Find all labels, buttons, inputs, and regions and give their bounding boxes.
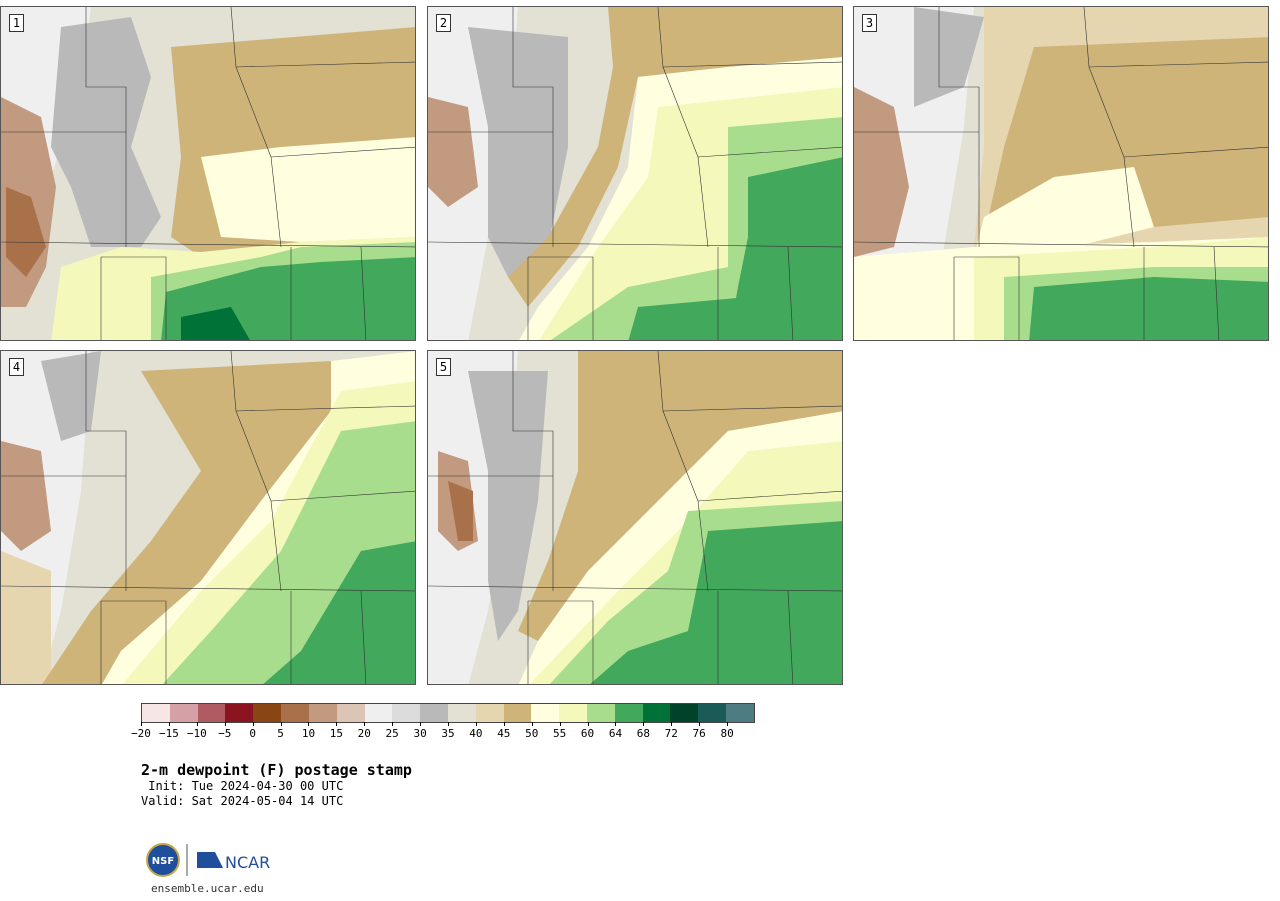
colorbar-swatch: [698, 703, 727, 723]
colorbar-tick-label: 76: [679, 722, 719, 740]
panel-number: 3: [862, 14, 877, 32]
panel-number: 1: [9, 14, 24, 32]
colorbar-tick-label: 15: [316, 722, 356, 740]
colorbar-tick-label: −10: [177, 722, 217, 740]
colorbar-tick-label: 5: [261, 722, 301, 740]
colorbar-tick-label: 50: [512, 722, 552, 740]
nsf-ncar-logo: NSF NCAR: [145, 842, 275, 882]
colorbar-swatch: [670, 703, 699, 723]
map-panel-4: 4: [0, 350, 416, 685]
colorbar-tick-label: 10: [288, 722, 328, 740]
colorbar-tick-label: 25: [372, 722, 412, 740]
colorbar-swatch: [281, 703, 309, 723]
colorbar-swatch: [503, 703, 532, 723]
colorbar-swatch: [225, 703, 254, 723]
init-time: Init: Tue 2024-04-30 00 UTC: [141, 779, 344, 793]
colorbar-swatch: [197, 703, 226, 723]
map-panel-3: 3: [853, 6, 1269, 341]
colorbar-swatch: [420, 703, 448, 723]
colorbar-swatch: [336, 703, 365, 723]
colorbar-tick-label: 72: [651, 722, 691, 740]
colorbar-tick-label: −20: [121, 722, 161, 740]
colorbar-swatch: [141, 703, 170, 723]
dewpoint-map-4: [1, 351, 415, 684]
dewpoint-map-5: [428, 351, 842, 684]
colorbar-swatch: [308, 703, 337, 723]
colorbar-tick-label: 55: [540, 722, 580, 740]
colorbar-swatch: [642, 703, 671, 723]
nsf-logo-icon: [146, 843, 180, 877]
map-panel-5: 5: [427, 350, 843, 685]
panel-number: 4: [9, 358, 24, 376]
colorbar-swatch: [531, 703, 560, 723]
dewpoint-map-1: [1, 7, 415, 340]
colorbar-tick-label: 20: [344, 722, 384, 740]
colorbar-swatch: [447, 703, 476, 723]
dewpoint-map-2: [428, 7, 842, 340]
colorbar-swatch: [559, 703, 587, 723]
colorbar-swatch: [726, 703, 755, 723]
colorbar-swatch: [614, 703, 643, 723]
map-panel-1: 1: [0, 6, 416, 341]
map-panel-2: 2: [427, 6, 843, 341]
colorbar-tick-label: 35: [428, 722, 468, 740]
colorbar-tick-label: 0: [233, 722, 273, 740]
colorbar-swatch: [169, 703, 198, 723]
colorbar-swatch: [392, 703, 421, 723]
colorbar-tick-label: 64: [595, 722, 635, 740]
panel-number: 5: [436, 358, 451, 376]
panel-number: 2: [436, 14, 451, 32]
valid-time: Valid: Sat 2024-05-04 14 UTC: [141, 794, 344, 808]
colorbar-tick-label: −15: [149, 722, 189, 740]
colorbar-tick-label: −5: [205, 722, 245, 740]
colorbar-swatch: [587, 703, 615, 723]
ncar-logo-icon: [197, 852, 223, 868]
colorbar-tick-label: 68: [623, 722, 663, 740]
ncar-logo-text: NCAR: [225, 853, 270, 872]
colorbar-tick-label: 80: [707, 722, 747, 740]
colorbar-swatch: [475, 703, 504, 723]
colorbar-ticks: −20 −15 −10 −5 0 5 10 15 20 25 30 35 40 45 50 55 60 64 68 7…: [131, 722, 755, 743]
colorbar-tick-label: 60: [568, 722, 608, 740]
dewpoint-map-3: [854, 7, 1268, 340]
colorbar-tick-label: 30: [400, 722, 440, 740]
source-url: ensemble.ucar.edu: [151, 882, 264, 895]
colorbar-tick-label: 45: [484, 722, 524, 740]
colorbar-tick-label: 40: [456, 722, 496, 740]
figure-title: 2-m dewpoint (F) postage stamp: [141, 761, 412, 779]
colorbar-swatch: [253, 703, 282, 723]
colorbar-swatch: [364, 703, 393, 723]
colorbar: [141, 703, 755, 723]
nsf-logo-text: NSF: [152, 856, 174, 867]
